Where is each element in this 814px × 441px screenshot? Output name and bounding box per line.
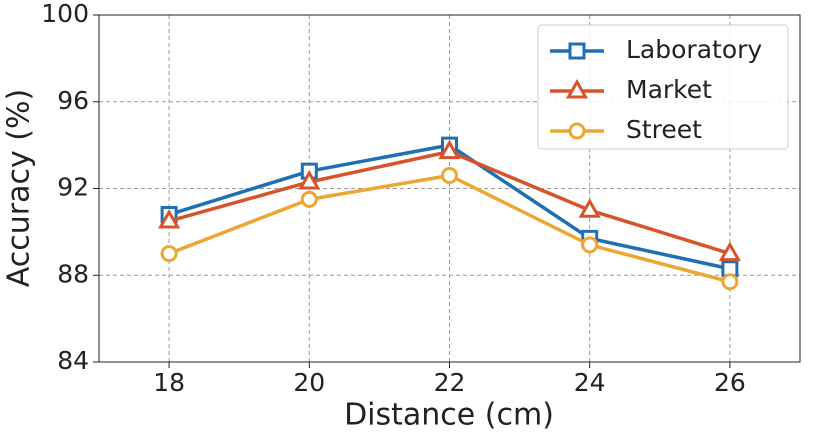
legend-label: Laboratory (626, 35, 762, 64)
marker (298, 169, 321, 190)
marker (438, 139, 461, 160)
marker (565, 78, 589, 99)
plot-frame (98, 14, 801, 363)
x-axis-label: Distance (cm) (344, 398, 554, 433)
marker (300, 190, 318, 208)
marker (721, 273, 739, 291)
marker (158, 208, 181, 229)
marker (578, 198, 601, 218)
marker (581, 236, 599, 254)
legend-box (537, 24, 789, 150)
marker (160, 245, 178, 263)
legend-label: Street (626, 115, 702, 144)
legend-label: Market (626, 75, 712, 104)
marker (441, 166, 458, 184)
marker (718, 241, 741, 262)
x-tick-label: 20 (293, 368, 325, 397)
x-tick-label: 26 (714, 368, 746, 397)
y-axis-label: Accuracy (%) (2, 89, 37, 287)
y-tick-label: 92 (57, 173, 89, 202)
x-tick-label: 22 (434, 368, 466, 397)
series-line (168, 149, 731, 256)
y-tick-label: 96 (57, 86, 89, 115)
y-tick-label: 84 (57, 346, 89, 375)
x-tick-label: 18 (153, 368, 185, 397)
x-tick-label: 24 (574, 368, 606, 397)
marker (568, 122, 586, 140)
y-tick-label: 88 (57, 259, 89, 288)
marker (568, 42, 586, 60)
y-tick-label: 100 (41, 0, 89, 28)
